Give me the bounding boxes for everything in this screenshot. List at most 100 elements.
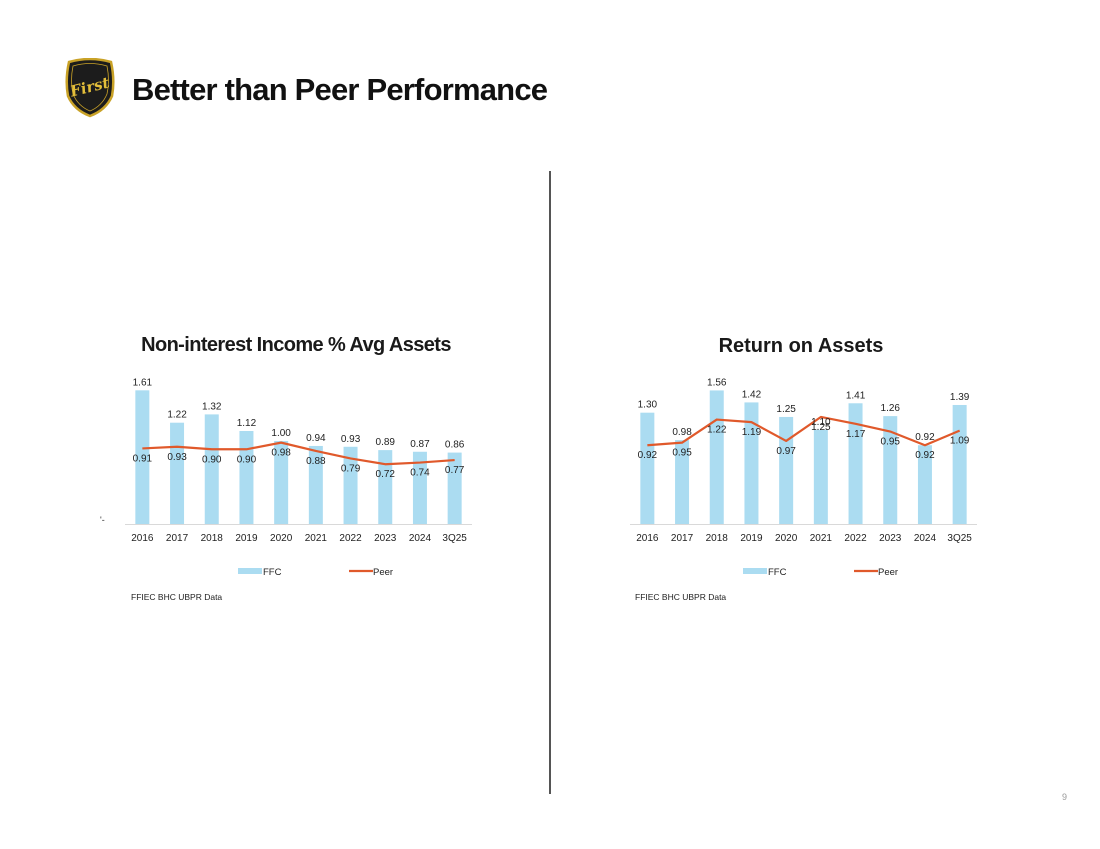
legend-label-ffc: FFC <box>768 567 787 578</box>
ffc-bar <box>343 446 358 524</box>
ffc-bar <box>779 416 794 524</box>
chart-source-right: FFIEC BHC UBPR Data <box>635 592 727 602</box>
ffc-bar <box>952 404 967 524</box>
ffc-data-label: 1.56 <box>707 377 727 388</box>
ffc-data-label: 0.98 <box>672 427 692 438</box>
x-tick-label: 2022 <box>844 533 867 544</box>
x-tick-label: 2018 <box>201 533 224 544</box>
ffc-bar <box>135 390 150 524</box>
peer-line <box>142 441 455 466</box>
ffc-data-label: 0.89 <box>376 437 396 448</box>
x-tick-label: 2017 <box>671 533 694 544</box>
ffc-bar <box>447 452 462 524</box>
peer-data-label: 0.92 <box>915 450 935 461</box>
ffc-bar <box>709 390 724 524</box>
ffc-bar <box>917 445 932 524</box>
peer-data-label: 0.72 <box>376 469 396 480</box>
peer-data-label: 0.93 <box>167 452 187 463</box>
ffc-data-label: 1.39 <box>950 392 970 403</box>
ffc-bar <box>848 403 863 524</box>
ffc-bar <box>883 416 898 524</box>
ffc-data-label: 0.94 <box>306 433 326 444</box>
x-tick-label: 2020 <box>270 533 293 544</box>
chart-title-return-on-assets: Return on Assets <box>718 335 884 357</box>
x-tick-label: 2023 <box>879 533 902 544</box>
ffc-bar <box>412 451 427 524</box>
ffc-data-label: 1.12 <box>237 418 257 429</box>
ffc-bar <box>170 422 185 524</box>
legend-label-peer: Peer <box>878 567 898 578</box>
ffc-bar <box>274 440 289 524</box>
legend-label-peer: Peer <box>373 567 393 578</box>
logo-shield <box>65 58 115 118</box>
x-tick-label: 3Q25 <box>442 533 467 544</box>
peer-data-label: 0.79 <box>341 463 361 474</box>
ffc-data-label: 0.93 <box>341 434 361 445</box>
chart-noninterest-income: 1.61 0.91 2016 1.22 0.93 2017 1.32 0.90 2018 1.12… <box>125 377 472 578</box>
ffc-data-label: 1.61 <box>133 377 153 388</box>
peer-data-label: 1.22 <box>707 425 727 436</box>
peer-data-label: 0.74 <box>410 468 430 479</box>
page-title: Better than Peer Performance <box>132 72 548 107</box>
ffc-data-label: 1.41 <box>846 390 866 401</box>
ffc-bar <box>640 412 655 524</box>
x-tick-label: 2024 <box>914 533 937 544</box>
legend-swatch-ffc <box>743 568 767 574</box>
chart-title-noninterest-income: Non-interest Income % Avg Assets <box>141 334 451 356</box>
legend-swatch-ffc <box>238 568 262 574</box>
ffc-bar <box>813 429 828 524</box>
ffc-data-label: 1.26 <box>881 403 901 414</box>
x-tick-label: 2016 <box>131 533 154 544</box>
ffc-bar <box>675 440 690 524</box>
peer-data-label: 0.92 <box>638 450 658 461</box>
peer-data-label: 1.17 <box>846 429 866 440</box>
ffc-data-label: 1.22 <box>167 410 187 421</box>
ffc-bar <box>239 431 254 524</box>
peer-data-label: 1.25 <box>811 422 831 433</box>
peer-data-label: 1.19 <box>742 427 762 438</box>
peer-data-label: 0.91 <box>133 453 153 464</box>
ffc-data-label: 1.10 <box>811 417 831 428</box>
x-tick-label: 2022 <box>339 533 362 544</box>
chart-source-left: FFIEC BHC UBPR Data <box>131 592 223 602</box>
peer-data-label: 0.90 <box>237 454 257 465</box>
company-logo: First <box>65 58 115 118</box>
peer-data-label: 0.88 <box>306 456 326 467</box>
x-tick-label: 2021 <box>305 533 328 544</box>
column-divider <box>549 171 551 794</box>
x-tick-label: 2018 <box>706 533 729 544</box>
peer-data-label: 0.95 <box>672 448 692 459</box>
x-tick-label: 2024 <box>409 533 432 544</box>
stray-mark: '- <box>100 515 105 525</box>
peer-data-label: 0.90 <box>202 454 222 465</box>
peer-data-label: 0.77 <box>445 465 465 476</box>
ffc-bar <box>744 402 759 524</box>
x-tick-label: 2020 <box>775 533 798 544</box>
ffc-data-label: 1.42 <box>742 389 762 400</box>
ffc-bar <box>204 414 219 524</box>
x-tick-label: 2021 <box>810 533 833 544</box>
ffc-data-label: 1.32 <box>202 401 222 412</box>
peer-line <box>647 415 961 447</box>
legend-label-ffc: FFC <box>263 567 282 578</box>
chart-return-on-assets: 1.30 0.92 2016 0.98 0.95 2017 1.56 1.22 2018 1.42… <box>630 377 977 578</box>
x-tick-label: 2023 <box>374 533 397 544</box>
ffc-data-label: 1.30 <box>638 400 658 411</box>
ffc-data-label: 0.87 <box>410 439 430 450</box>
page-number: 9 <box>1061 792 1067 802</box>
ffc-data-label: 0.92 <box>915 432 935 443</box>
ffc-bar <box>378 450 393 524</box>
ffc-data-label: 1.25 <box>776 404 796 415</box>
ffc-data-label: 1.00 <box>271 428 291 439</box>
ffc-bar <box>308 445 323 524</box>
x-tick-label: 2017 <box>166 533 189 544</box>
x-tick-label: 2016 <box>636 533 659 544</box>
x-tick-label: 2019 <box>235 533 258 544</box>
peer-data-label: 0.97 <box>776 446 796 457</box>
peer-data-label: 0.98 <box>271 448 291 459</box>
peer-data-label: 0.95 <box>881 437 901 448</box>
peer-data-label: 1.09 <box>950 436 970 447</box>
x-tick-label: 2019 <box>740 533 763 544</box>
ffc-data-label: 0.86 <box>445 440 465 451</box>
x-tick-label: 3Q25 <box>947 533 972 544</box>
